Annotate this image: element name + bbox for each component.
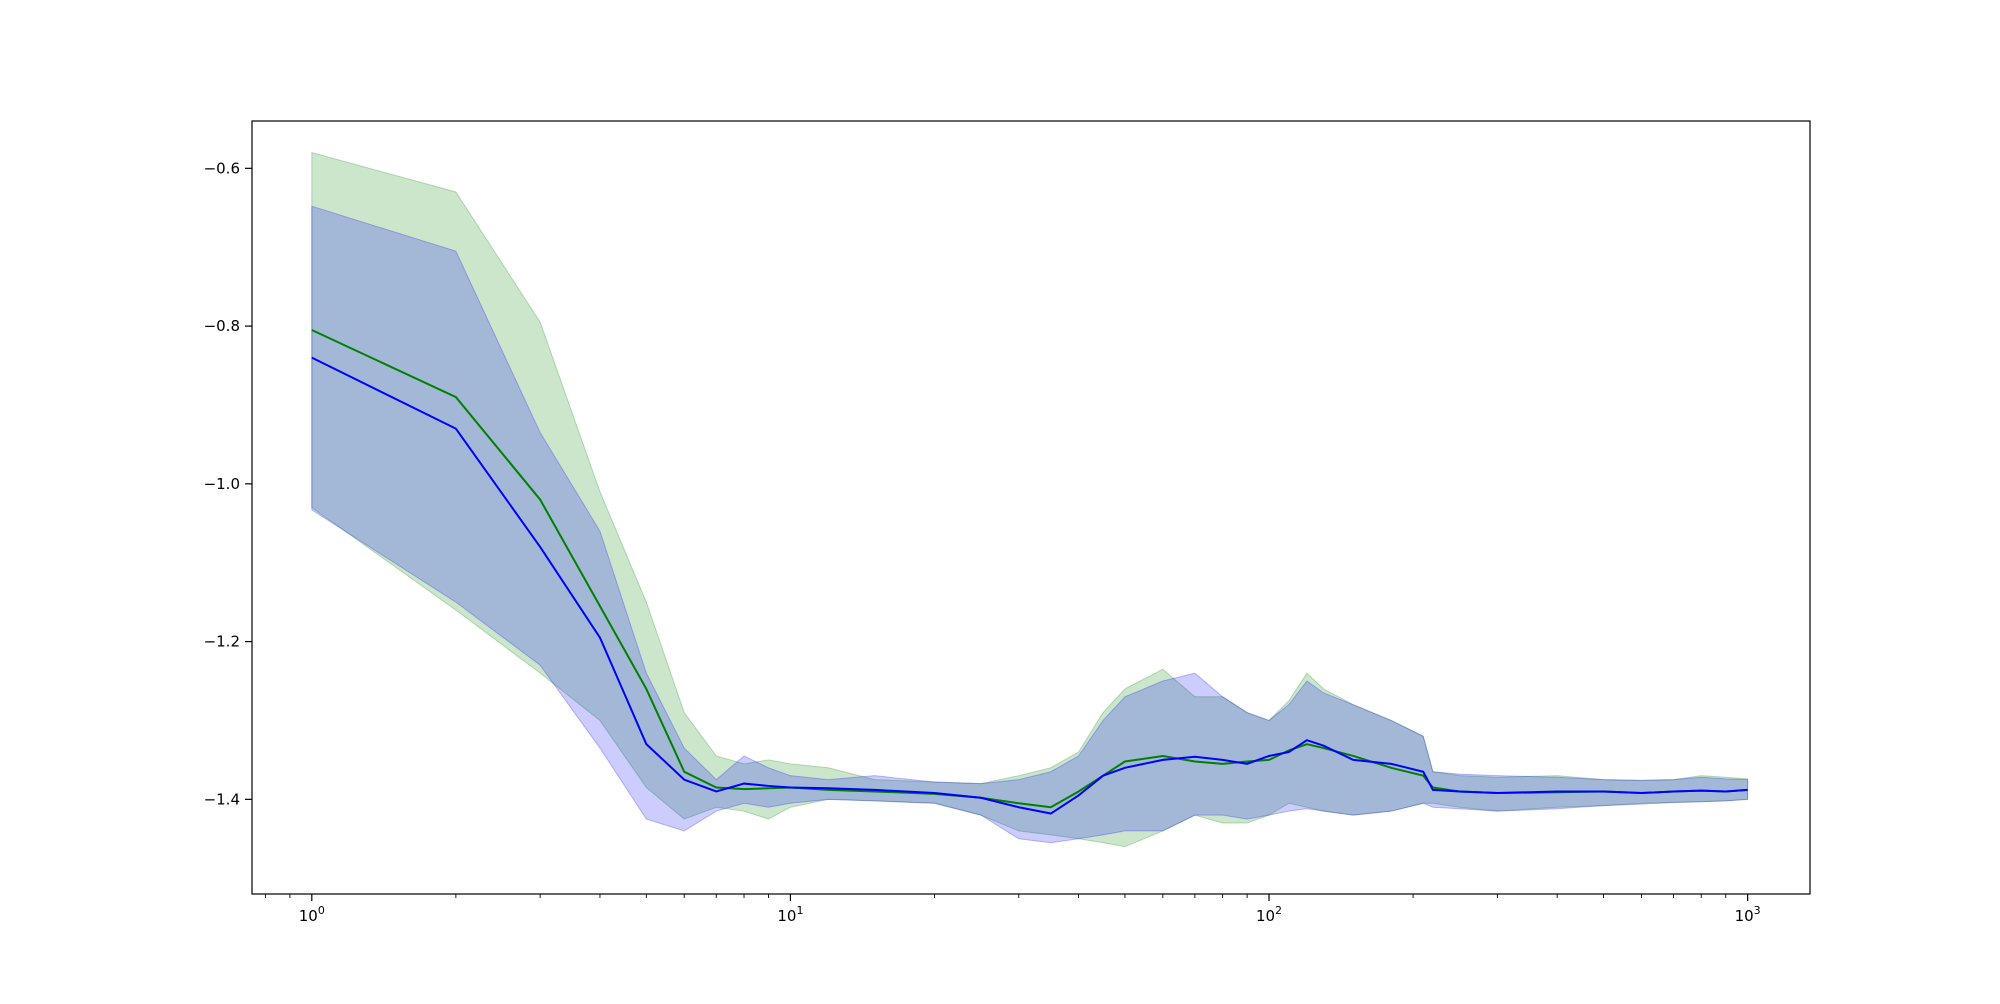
y-axis: −0.6 −0.8 −1.0 −1.2 −1.4 — [204, 159, 252, 808]
x-tick-label: 101 — [777, 904, 803, 925]
lines-layer — [311, 329, 1748, 815]
y-tick-label: −0.8 — [204, 317, 240, 335]
y-tick-label: −0.6 — [204, 159, 240, 177]
x-axis: 100 101 102 103 — [264, 894, 1761, 925]
blue-confidence-band — [311, 205, 1749, 844]
plot-frame — [251, 120, 1811, 895]
y-tick-label: −1.2 — [204, 633, 240, 651]
blue-series-line — [311, 356, 1748, 815]
x-tick-label: 102 — [1256, 904, 1282, 925]
bands-layer — [311, 151, 1749, 848]
x-tick-label: 103 — [1735, 904, 1761, 925]
y-tick-label: −1.0 — [204, 475, 240, 493]
green-confidence-band — [311, 151, 1749, 848]
x-tick-label: 100 — [299, 904, 325, 925]
y-tick-label: −1.4 — [204, 790, 240, 808]
